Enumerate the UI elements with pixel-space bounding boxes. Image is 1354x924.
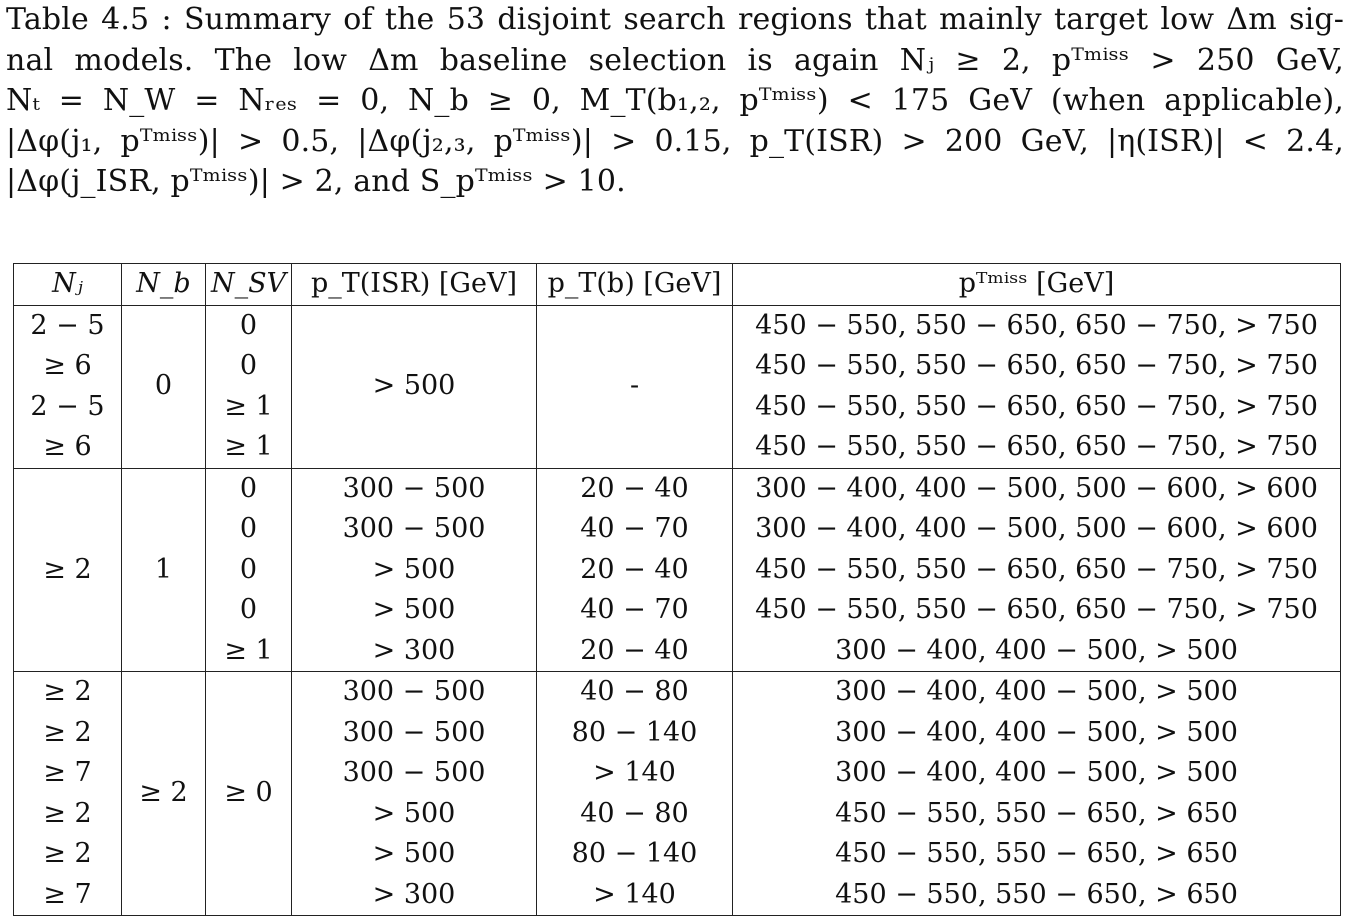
cell-pt-b: - bbox=[536, 305, 733, 468]
table-row: 2 − 5 ≥ 1 450 − 550, 550 − 650, 650 − 75… bbox=[13, 386, 1341, 427]
table-row: ≥ 7 > 300 > 140 450 − 550, 550 − 650, > … bbox=[13, 874, 1341, 916]
table-row: ≥ 2 > 500 80 − 140 450 − 550, 550 − 650,… bbox=[13, 834, 1341, 875]
cell-nb: 1 bbox=[121, 467, 206, 672]
cell-pt-b: 20 − 40 bbox=[536, 630, 733, 672]
cell-pt-b: 40 − 80 bbox=[536, 671, 733, 713]
cell-nj: ≥ 7 bbox=[13, 753, 122, 794]
cell-nsv: 0 bbox=[205, 467, 292, 509]
table-row: ≥ 6 0 450 − 550, 550 − 650, 650 − 750, >… bbox=[13, 346, 1341, 387]
cell-pt-isr: > 500 bbox=[291, 590, 537, 631]
cell-pt-b: > 140 bbox=[536, 874, 733, 916]
table-row: 0 > 500 20 − 40 450 − 550, 550 − 650, 65… bbox=[14, 549, 1341, 590]
cell-nsv: 0 bbox=[205, 549, 292, 590]
cell-pt-isr: 300 − 500 bbox=[291, 671, 537, 713]
header-nj: Nⱼ bbox=[13, 263, 122, 306]
cell-ptmiss: 300 − 400, 400 − 500, > 500 bbox=[732, 712, 1341, 753]
cell-ptmiss: 300 − 400, 400 − 500, 500 − 600, > 600 bbox=[732, 467, 1341, 509]
cell-pt-isr: > 300 bbox=[291, 874, 537, 916]
table-row: ≥ 2 300 − 500 80 − 140 300 − 400, 400 − … bbox=[13, 712, 1341, 753]
cell-pt-b: 40 − 70 bbox=[536, 590, 733, 631]
header-pt-isr: p_T(ISR) [GeV] bbox=[291, 263, 537, 306]
cell-ptmiss: 450 − 550, 550 − 650, > 650 bbox=[732, 874, 1341, 916]
cell-nsv: 0 bbox=[205, 509, 292, 550]
cell-ptmiss: 300 − 400, 400 − 500, > 500 bbox=[732, 630, 1341, 672]
cell-nsv: 0 bbox=[205, 590, 292, 631]
table-row: 0 > 500 40 − 70 450 − 550, 550 − 650, 65… bbox=[14, 590, 1341, 631]
caption-line: |Δφ(j_ISR, pᵀᵐⁱˢˢ)| > 2, and S_pᵀᵐⁱˢˢ > … bbox=[6, 164, 626, 199]
header-row: Nⱼ N_b N_SV p_T(ISR) [GeV] p_T(b) [GeV] … bbox=[13, 263, 1341, 306]
cell-pt-isr: > 500 bbox=[291, 549, 537, 590]
cell-pt-b: 40 − 70 bbox=[536, 509, 733, 550]
table-row: ≥ 2 ≥ 2 ≥ 0 300 − 500 40 − 80 300 − 400,… bbox=[13, 671, 1341, 916]
table-row: ≥ 2 > 500 40 − 80 450 − 550, 550 − 650, … bbox=[13, 793, 1341, 834]
cell-nj: 2 − 5 bbox=[13, 386, 122, 427]
table-row: 2 − 5 0 0 > 500 - 450 − 550, 550 − 650, … bbox=[13, 305, 1341, 468]
table-row: 0 300 − 500 40 − 70 300 − 400, 400 − 500… bbox=[14, 509, 1341, 550]
header-ptmiss: pᵀᵐⁱˢˢ [GeV] bbox=[732, 263, 1341, 306]
cell-ptmiss: 450 − 550, 550 − 650, 650 − 750, > 750 bbox=[732, 386, 1341, 427]
cell-ptmiss: 450 − 550, 550 − 650, 650 − 750, > 750 bbox=[732, 590, 1341, 631]
table-row: ≥ 2 1 0 300 − 500 20 − 40 300 − 400, 400… bbox=[13, 467, 1341, 672]
search-regions-table: Nⱼ N_b N_SV p_T(ISR) [GeV] p_T(b) [GeV] … bbox=[13, 263, 1341, 916]
caption-line: nal models. The low Δm baseline selectio… bbox=[6, 42, 1344, 78]
cell-pt-isr: 300 − 500 bbox=[291, 753, 537, 794]
cell-nsv: 0 bbox=[205, 346, 292, 387]
cell-nsv: ≥ 1 bbox=[205, 630, 292, 672]
cell-nj: ≥ 7 bbox=[13, 874, 122, 916]
cell-nj: ≥ 2 bbox=[13, 712, 122, 753]
search-regions-table-wrap: Nⱼ N_b N_SV p_T(ISR) [GeV] p_T(b) [GeV] … bbox=[13, 263, 1341, 916]
cell-ptmiss: 450 − 550, 550 − 650, 650 − 750, > 750 bbox=[732, 549, 1341, 590]
cell-ptmiss: 450 − 550, 550 − 650, > 650 bbox=[732, 834, 1341, 875]
cell-pt-isr: 300 − 500 bbox=[291, 712, 537, 753]
cell-nj: ≥ 6 bbox=[13, 427, 122, 468]
cell-ptmiss: 450 − 550, 550 − 650, 650 − 750, > 750 bbox=[732, 427, 1341, 468]
header-pt-b: p_T(b) [GeV] bbox=[536, 263, 733, 306]
cell-nb: ≥ 2 bbox=[121, 671, 206, 916]
cell-pt-b: 20 − 40 bbox=[536, 549, 733, 590]
cell-pt-isr: > 500 bbox=[291, 793, 537, 834]
cell-ptmiss: 450 − 550, 550 − 650, 650 − 750, > 750 bbox=[732, 346, 1341, 387]
cell-ptmiss: 450 − 550, 550 − 650, > 650 bbox=[732, 793, 1341, 834]
cell-pt-b: > 140 bbox=[536, 753, 733, 794]
cell-pt-isr: 300 − 500 bbox=[291, 467, 537, 509]
cell-nj: ≥ 2 bbox=[13, 671, 122, 713]
header-nb: N_b bbox=[121, 263, 206, 306]
cell-pt-isr: > 500 bbox=[291, 834, 537, 875]
cell-ptmiss: 450 − 550, 550 − 650, 650 − 750, > 750 bbox=[732, 305, 1341, 346]
cell-nb: 0 bbox=[121, 305, 206, 468]
cell-nj: 2 − 5 bbox=[13, 305, 122, 346]
caption-line: Table 4.5 : Summary of the 53 disjoint s… bbox=[6, 2, 1344, 37]
table-row: ≥ 7 300 − 500 > 140 300 − 400, 400 − 500… bbox=[13, 753, 1341, 794]
table-caption: Table 4.5 : Summary of the 53 disjoint s… bbox=[6, 0, 1344, 203]
caption-line: |Δφ(j₁, pᵀᵐⁱˢˢ)| > 0.5, |Δφ(j₂,₃, pᵀᵐⁱˢˢ… bbox=[6, 123, 1344, 159]
table-row: ≥ 6 ≥ 1 450 − 550, 550 − 650, 650 − 750,… bbox=[13, 427, 1341, 468]
cell-pt-b: 80 − 140 bbox=[536, 834, 733, 875]
cell-ptmiss: 300 − 400, 400 − 500, 500 − 600, > 600 bbox=[732, 509, 1341, 550]
header-nsv: N_SV bbox=[205, 263, 292, 306]
cell-nj: ≥ 2 bbox=[13, 834, 122, 875]
cell-pt-isr: > 300 bbox=[291, 630, 537, 672]
cell-nsv: ≥ 0 bbox=[205, 671, 292, 916]
cell-nsv: ≥ 1 bbox=[205, 427, 292, 468]
cell-nj: ≥ 2 bbox=[13, 467, 122, 672]
cell-nj: ≥ 2 bbox=[13, 793, 122, 834]
cell-ptmiss: 300 − 400, 400 − 500, > 500 bbox=[732, 671, 1341, 713]
table-row: ≥ 1 > 300 20 − 40 300 − 400, 400 − 500, … bbox=[14, 630, 1341, 672]
cell-pt-isr: 300 − 500 bbox=[291, 509, 537, 550]
cell-nsv: ≥ 1 bbox=[205, 386, 292, 427]
cell-pt-b: 40 − 80 bbox=[536, 793, 733, 834]
cell-pt-b: 80 − 140 bbox=[536, 712, 733, 753]
cell-ptmiss: 300 − 400, 400 − 500, > 500 bbox=[732, 753, 1341, 794]
cell-nj: ≥ 6 bbox=[13, 346, 122, 387]
cell-pt-isr: > 500 bbox=[291, 305, 537, 468]
caption-line: Nₜ = N_W = Nᵣₑₛ = 0, N_b ≥ 0, M_T(b₁,₂, … bbox=[6, 83, 1344, 118]
cell-pt-b: 20 − 40 bbox=[536, 467, 733, 509]
cell-nsv: 0 bbox=[205, 305, 292, 346]
